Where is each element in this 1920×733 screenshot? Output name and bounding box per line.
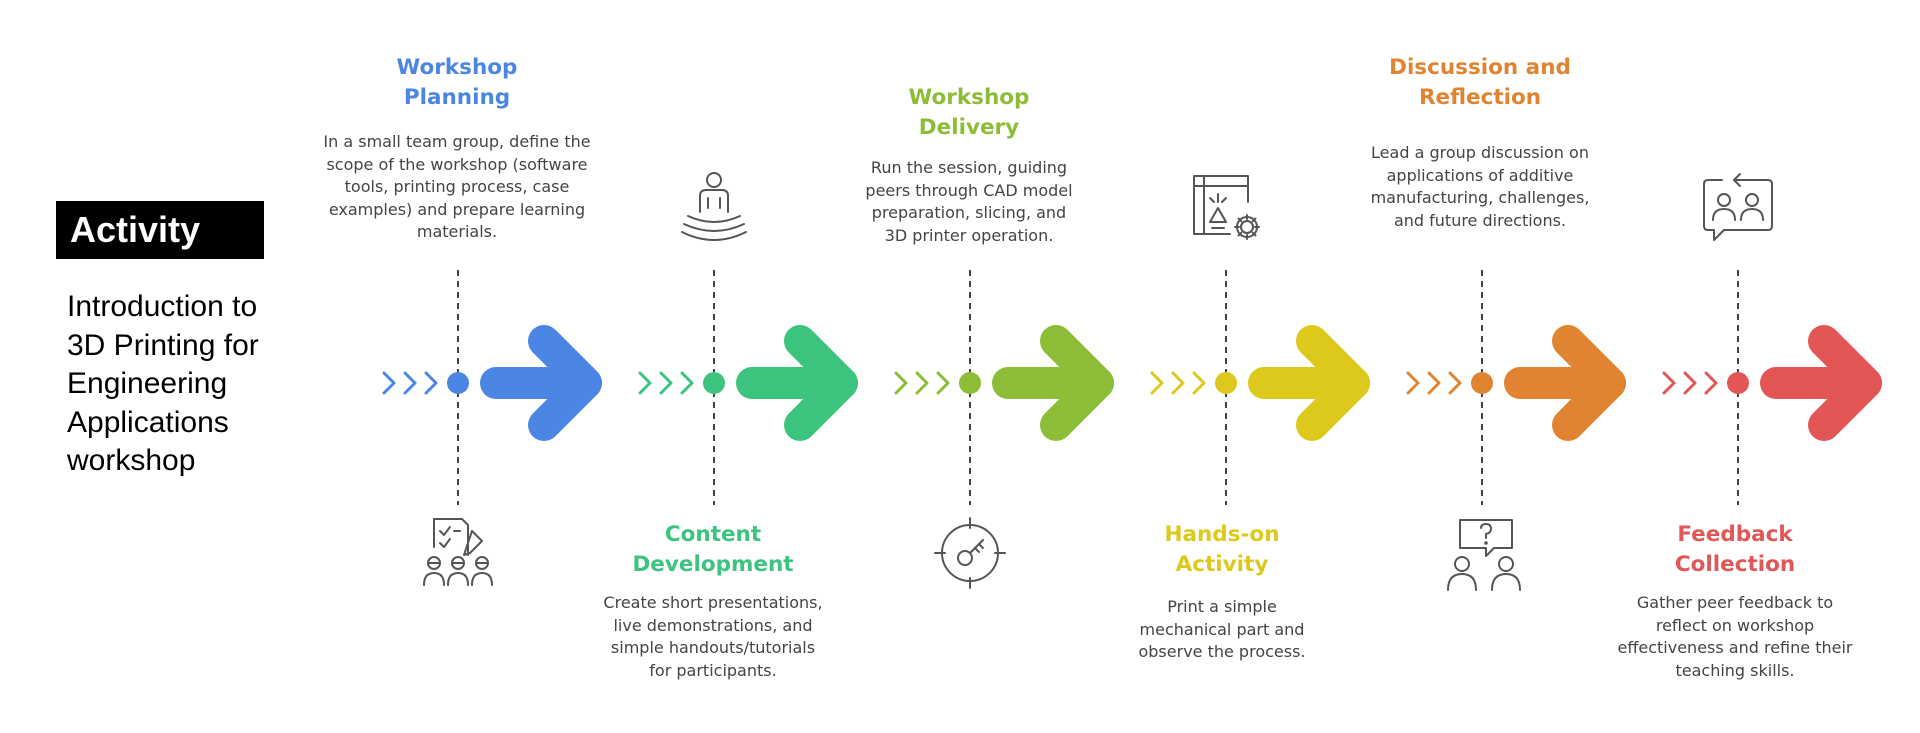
- step-desc-line: observe the process.: [1138, 642, 1306, 661]
- step-desc-line: manufacturing, challenges,: [1370, 188, 1590, 207]
- activity-label: Activity: [56, 201, 264, 259]
- step-title-line: Workshop: [396, 55, 518, 80]
- step-dot: [1215, 372, 1237, 394]
- step-dot: [447, 372, 469, 394]
- step-desc-hands-on-activity: Print a simple mechanical part and obser…: [1067, 596, 1377, 664]
- chevron-mark: [1171, 371, 1185, 395]
- chevron-mark: [403, 371, 417, 395]
- step-desc-content-development: Create short presentations, live demonst…: [558, 592, 868, 682]
- step-title-line: Workshop: [908, 85, 1030, 110]
- step-desc-feedback-collection: Gather peer feedback to reflect on works…: [1580, 592, 1890, 682]
- step-desc-line: and future directions.: [1393, 210, 1567, 230]
- workshop-title: Introduction to 3D Printing for Engineer…: [67, 288, 307, 481]
- flow-arrow-2: [736, 325, 858, 441]
- step-title-line: Planning: [403, 85, 511, 110]
- chevron-mark: [1192, 371, 1206, 395]
- flow-segment-6: [1662, 371, 1718, 395]
- step-title-line: Delivery: [918, 115, 1020, 140]
- flow-arrow-6: [1760, 325, 1882, 441]
- step-title-line: Reflection: [1418, 85, 1542, 110]
- step-desc-line: simple handouts/tutorials: [610, 638, 816, 657]
- workshop-title-line: Applications: [67, 405, 229, 439]
- step-desc-line: live demonstrations, and: [613, 615, 813, 635]
- step-title-content-development: Content Development: [563, 520, 863, 580]
- step-title-hands-on-activity: Hands-on Activity: [1072, 520, 1372, 580]
- step-title-line: Feedback: [1677, 522, 1793, 547]
- step-title-line: Activity: [1175, 552, 1269, 577]
- step-desc-workshop-planning: In a small team group, define the scope …: [302, 131, 612, 244]
- flow-arrow-4: [1248, 325, 1370, 441]
- flow-segment-1: [382, 371, 438, 395]
- step-dot: [703, 372, 725, 394]
- chevron-mark: [894, 371, 908, 395]
- flow-segment-2: [638, 371, 694, 395]
- chevron-mark: [1448, 371, 1462, 395]
- step-desc-line: effectiveness and refine their: [1617, 638, 1853, 657]
- flow-arrow-1: [480, 325, 602, 441]
- step-desc-discussion-and-reflection: Lead a group discussion on applications …: [1325, 142, 1635, 232]
- step-desc-line: teaching skills.: [1675, 660, 1795, 680]
- chevron-mark: [638, 371, 652, 395]
- step-desc-line: Lead a group discussion on: [1371, 143, 1589, 162]
- step-title-line: Content: [664, 522, 762, 547]
- step-title-feedback-collection: Feedback Collection: [1585, 520, 1885, 580]
- step-title-workshop-planning: Workshop Planning: [307, 53, 607, 113]
- step-desc-line: mechanical part and: [1139, 619, 1305, 639]
- chevron-mark: [382, 371, 396, 395]
- flow-arrow-3: [992, 325, 1114, 441]
- step-title-workshop-delivery: Workshop Delivery: [819, 83, 1119, 143]
- step-title-discussion-and-reflection: Discussion and Reflection: [1330, 53, 1630, 113]
- step-desc-line: Run the session, guiding: [870, 158, 1068, 177]
- chevron-mark: [1683, 371, 1697, 395]
- chevron-mark: [659, 371, 673, 395]
- flow-segment-5: [1406, 371, 1462, 395]
- flow-segment-4: [1150, 371, 1206, 395]
- chevron-mark: [1150, 371, 1164, 395]
- step-desc-line: examples) and prepare learning: [328, 199, 586, 219]
- step-title-line: Hands-on: [1164, 522, 1280, 547]
- flow-arrow-5: [1504, 325, 1626, 441]
- step-desc-line: tools, printing process, case: [344, 177, 570, 196]
- step-desc-line: reflect on workshop: [1655, 615, 1815, 635]
- step-desc-line: Gather peer feedback to: [1636, 593, 1834, 612]
- design-gear-icon: [1193, 175, 1260, 240]
- feedback-users-icon: [1703, 173, 1773, 241]
- step-title-line: Collection: [1674, 552, 1796, 577]
- chevron-mark: [1704, 371, 1718, 395]
- flow-segment-3: [894, 371, 950, 395]
- step-desc-line: preparation, slicing, and: [871, 203, 1067, 222]
- chevron-mark: [936, 371, 950, 395]
- step-dot: [1471, 372, 1493, 394]
- workshop-title-line: workshop: [67, 444, 196, 477]
- step-desc-line: peers through CAD model: [865, 180, 1073, 200]
- step-desc-line: Create short presentations,: [603, 593, 823, 612]
- step-desc-line: materials.: [416, 222, 498, 241]
- step-desc-workshop-delivery: Run the session, guiding peers through C…: [814, 157, 1124, 247]
- question-discussion-icon: [1447, 519, 1521, 591]
- workshop-title-line: 3D Printing for: [67, 328, 259, 362]
- step-desc-line: 3D printer operation.: [884, 225, 1054, 245]
- workshop-title-line: Engineering: [67, 367, 228, 400]
- workshop-title-line: Introduction to: [67, 290, 258, 323]
- step-dot: [1727, 372, 1749, 394]
- step-desc-line: for participants.: [649, 660, 777, 680]
- checklist-team-icon: [423, 518, 493, 586]
- chevron-mark: [424, 371, 438, 395]
- chevron-mark: [915, 371, 929, 395]
- target-key-icon: [934, 517, 1006, 589]
- step-title-line: Development: [632, 552, 794, 577]
- step-dot: [959, 372, 981, 394]
- meditating-person-icon: [681, 172, 747, 241]
- step-title-line: Discussion and: [1389, 55, 1571, 80]
- step-desc-line: In a small team group, define the: [323, 132, 591, 151]
- chevron-mark: [680, 371, 694, 395]
- step-desc-line: Print a simple: [1167, 597, 1277, 616]
- chevron-mark: [1662, 371, 1676, 395]
- step-desc-line: applications of additive: [1386, 165, 1574, 185]
- chevron-mark: [1406, 371, 1420, 395]
- step-desc-line: scope of the workshop (software: [326, 154, 588, 174]
- chevron-mark: [1427, 371, 1441, 395]
